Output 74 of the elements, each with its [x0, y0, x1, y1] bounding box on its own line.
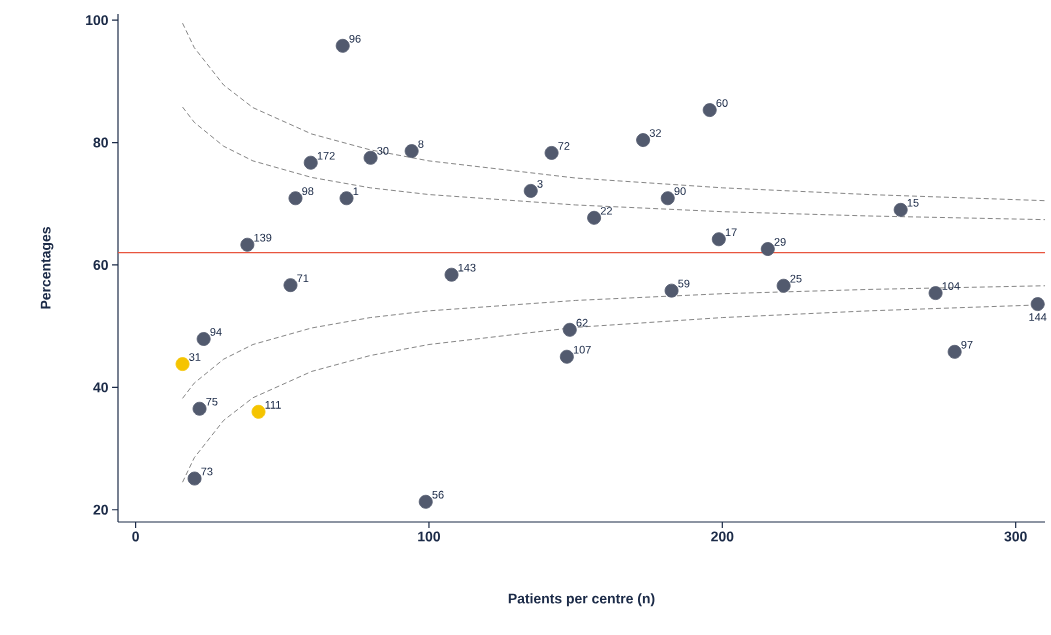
y-axis-title: Percentages [40, 227, 54, 309]
point [636, 133, 651, 148]
annotation: 1 [353, 187, 359, 196]
point [196, 332, 211, 346]
point [240, 237, 255, 252]
point [523, 183, 538, 198]
point [363, 150, 378, 165]
point [928, 286, 943, 301]
y-tick-label: 40 [93, 382, 108, 393]
point [587, 210, 602, 225]
y-tick-label: 100 [86, 15, 108, 26]
annotation: 97 [961, 340, 973, 349]
y-tick-label: 20 [93, 504, 108, 515]
annotation: 96 [349, 34, 361, 43]
annotation: 104 [942, 282, 960, 290]
annotation: 62 [576, 318, 588, 327]
annotation: 22 [600, 206, 612, 215]
annotation: 3 [537, 179, 543, 188]
point [660, 191, 675, 206]
point [283, 278, 298, 293]
annotation: 98 [302, 187, 314, 196]
annotation: 56 [432, 490, 444, 499]
point [702, 103, 717, 118]
point [664, 283, 679, 298]
x-tick-label: 300 [1004, 531, 1027, 542]
x-tick-label: 100 [418, 531, 441, 542]
line-series [182, 106, 1046, 221]
annotation: 60 [716, 99, 728, 107]
point [303, 155, 318, 170]
annotation: 90 [674, 187, 686, 196]
annotation: 144 [1029, 313, 1047, 321]
annotation: 72 [558, 142, 570, 150]
annotation: 94 [210, 328, 222, 336]
x-axis-title: Patients per centre (n) [508, 593, 655, 607]
annotation: 15 [907, 199, 919, 207]
point [418, 494, 433, 509]
point [175, 357, 190, 372]
annotation: 139 [254, 233, 272, 242]
annotation: 25 [790, 274, 802, 283]
annotation: 75 [206, 397, 218, 406]
annotation: 107 [573, 345, 591, 354]
annotation: 143 [458, 263, 476, 272]
annotation: 8 [418, 140, 424, 148]
point [192, 401, 207, 416]
point [335, 38, 350, 53]
point [947, 344, 962, 359]
annotation: 32 [649, 129, 661, 137]
y-tick-label: 80 [93, 137, 108, 148]
point [251, 404, 266, 419]
point [893, 202, 908, 217]
x-tick-label: 200 [711, 531, 734, 542]
annotation: 30 [377, 146, 389, 155]
point [562, 322, 577, 337]
point [559, 349, 574, 364]
annotation: 71 [297, 274, 309, 282]
point [187, 471, 202, 486]
annotation: 29 [774, 238, 786, 246]
annotation: 17 [725, 228, 737, 237]
y-tick-label: 60 [93, 259, 108, 270]
annotation: 73 [201, 467, 213, 476]
annotation: 59 [678, 279, 690, 288]
point [444, 267, 459, 282]
point [288, 191, 303, 206]
point [544, 145, 559, 160]
point [776, 278, 791, 293]
point [711, 232, 726, 247]
annotation: 172 [317, 151, 335, 160]
point [339, 191, 354, 206]
annotation: 111 [265, 401, 281, 409]
point [1030, 297, 1045, 312]
point [404, 144, 419, 159]
point [760, 242, 775, 256]
annotation: 31 [189, 353, 201, 361]
x-tick-label: 0 [132, 531, 139, 542]
